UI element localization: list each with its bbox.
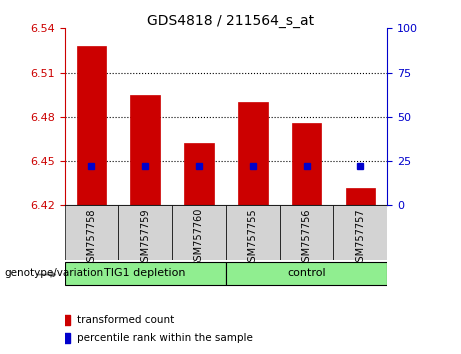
Bar xyxy=(65,262,226,285)
Text: genotype/variation: genotype/variation xyxy=(5,268,104,279)
Text: percentile rank within the sample: percentile rank within the sample xyxy=(77,333,254,343)
Bar xyxy=(65,205,118,260)
Bar xyxy=(292,123,321,205)
Text: GSM757758: GSM757758 xyxy=(86,208,96,268)
Bar xyxy=(130,95,160,205)
Text: GSM757755: GSM757755 xyxy=(248,208,258,268)
Bar xyxy=(77,46,106,205)
Bar xyxy=(172,205,226,260)
Text: TIG1 depletion: TIG1 depletion xyxy=(105,268,186,278)
Text: transformed count: transformed count xyxy=(77,315,175,325)
Bar xyxy=(184,143,214,205)
Bar xyxy=(226,262,387,285)
Text: GSM757760: GSM757760 xyxy=(194,208,204,267)
Bar xyxy=(118,205,172,260)
Bar xyxy=(333,205,387,260)
Text: GDS4818 / 211564_s_at: GDS4818 / 211564_s_at xyxy=(147,14,314,28)
Text: GSM757757: GSM757757 xyxy=(355,208,366,268)
Text: GSM757756: GSM757756 xyxy=(301,208,312,268)
Bar xyxy=(226,205,280,260)
Bar xyxy=(280,205,333,260)
Bar xyxy=(346,188,375,205)
Bar xyxy=(238,102,267,205)
Text: GSM757759: GSM757759 xyxy=(140,208,150,268)
Text: control: control xyxy=(287,268,326,278)
